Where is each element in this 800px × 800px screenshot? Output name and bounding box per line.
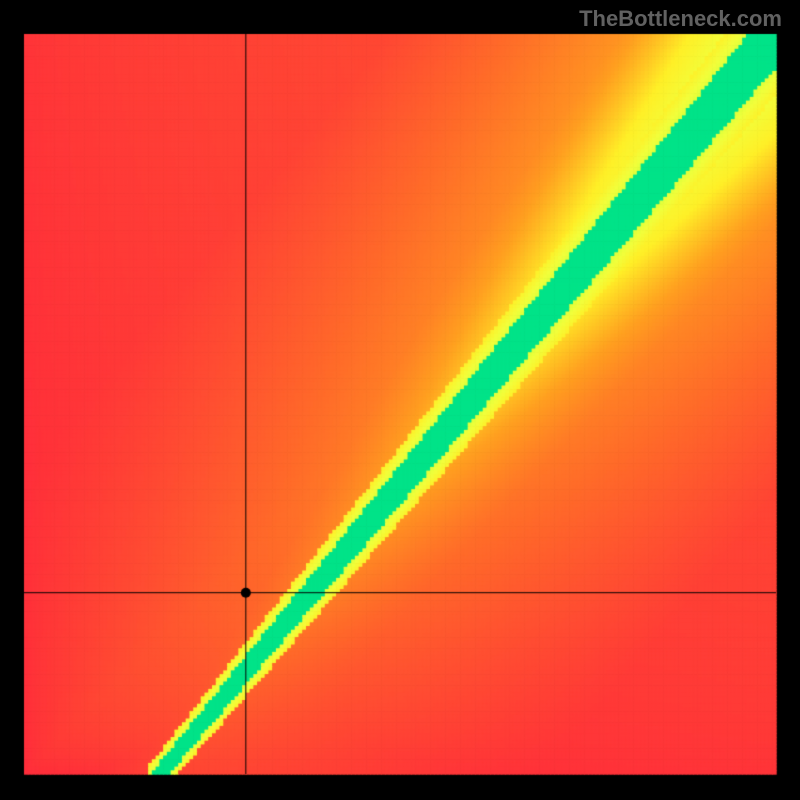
bottleneck-heatmap-container: TheBottleneck.com: [0, 0, 800, 800]
watermark-text: TheBottleneck.com: [579, 6, 782, 32]
bottleneck-heatmap-canvas: [0, 0, 800, 800]
